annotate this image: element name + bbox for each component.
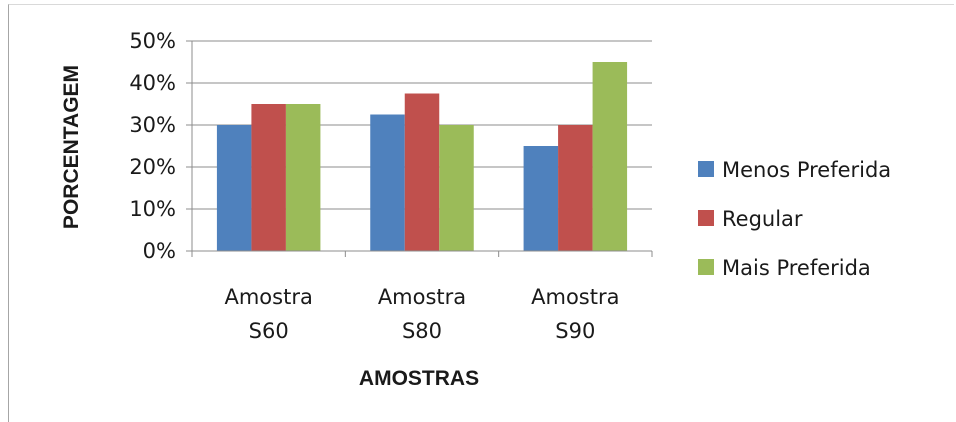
y-tick-label: 40% [129, 71, 176, 95]
legend-swatch [698, 259, 714, 275]
chart-frame [8, 4, 954, 422]
x-category-label: Amostra S60 [224, 285, 312, 343]
bar-menos-preferida [370, 114, 405, 251]
bar-mais-preferida [285, 104, 321, 251]
legend: Menos Preferida Regular Mais Preferida [698, 158, 891, 280]
y-tick-label: 30% [129, 113, 176, 137]
y-tick-label: 50% [129, 29, 176, 53]
legend-label: Mais Preferida [722, 256, 871, 280]
bar-mais-preferida [592, 62, 628, 251]
legend-label: Menos Preferida [722, 158, 891, 182]
bar-menos-preferida [216, 125, 252, 251]
legend-swatch [698, 161, 714, 177]
bar-regular [251, 104, 286, 251]
x-category-label: Amostra S90 [531, 285, 619, 343]
bar-regular [404, 93, 440, 251]
bar-mais-preferida [439, 125, 474, 251]
legend-label: Regular [722, 207, 803, 231]
bar-menos-preferida [523, 146, 559, 251]
x-axis-title: AMOSTRAS [359, 367, 479, 390]
y-tick-label: 20% [129, 155, 176, 179]
y-axis-title: PORCENTAGEM [60, 65, 83, 229]
x-category-labels: Amostra S60 Amostra S80 Amostra S90 [224, 285, 619, 343]
y-tick-label: 10% [129, 197, 176, 221]
legend-swatch [698, 210, 714, 226]
y-tick-label: 0% [143, 239, 176, 263]
y-tick-labels: 0% 10% 20% 30% 40% 50% [129, 29, 176, 263]
bar-regular [558, 125, 593, 251]
axes [191, 41, 653, 257]
bars [216, 62, 628, 251]
x-category-label: Amostra S80 [378, 285, 466, 343]
